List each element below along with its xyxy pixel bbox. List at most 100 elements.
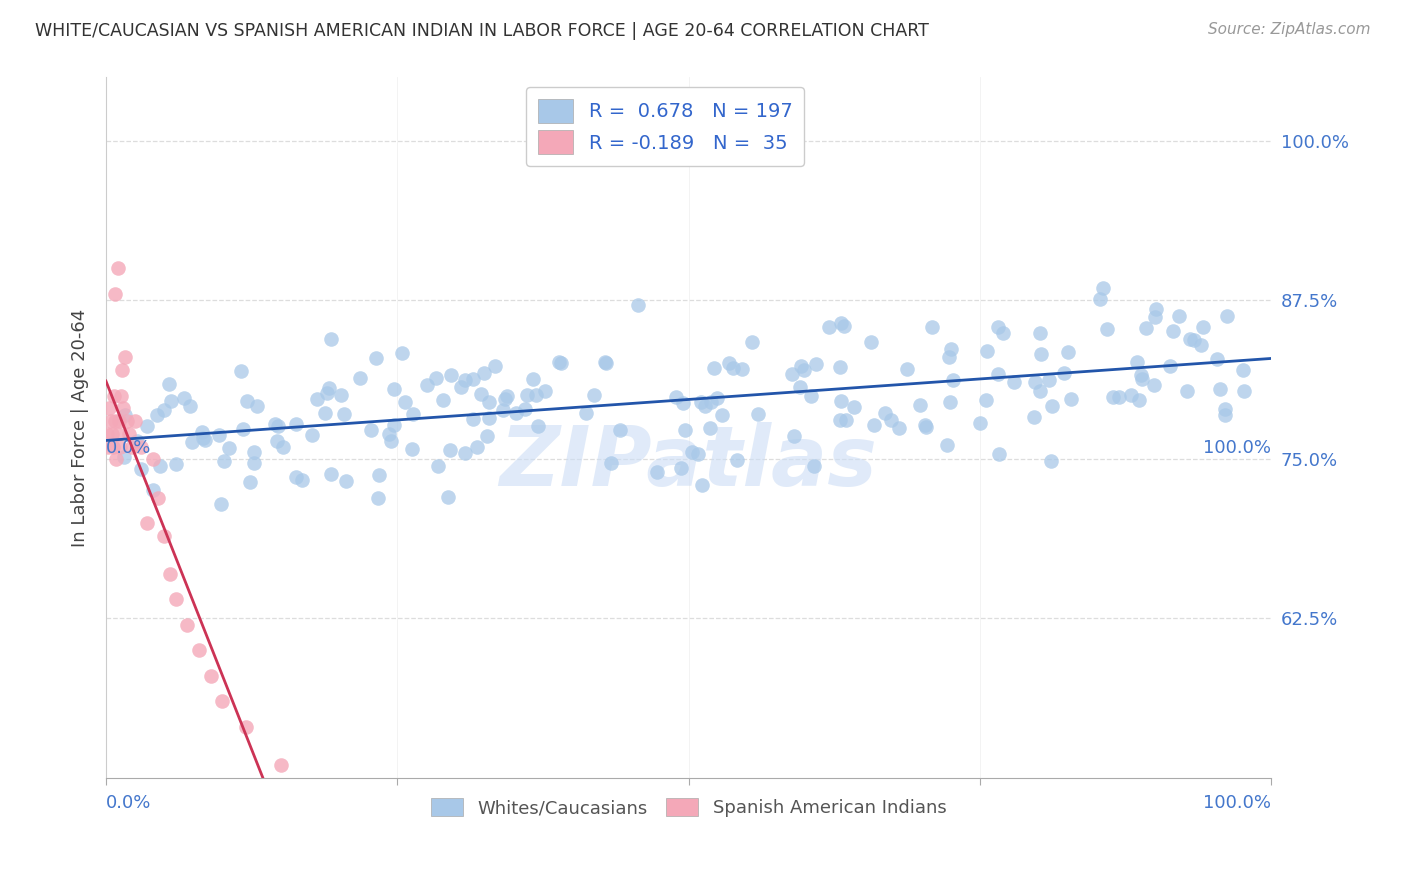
Point — [104, 286, 127, 301]
Point — [188, 643, 211, 657]
Point — [301, 428, 323, 442]
Point — [176, 617, 198, 632]
Point — [1143, 310, 1166, 324]
Point — [699, 421, 721, 435]
Point — [1108, 390, 1130, 404]
Point — [1213, 401, 1236, 416]
Point — [115, 414, 138, 428]
Point — [432, 393, 454, 408]
Point — [194, 434, 217, 448]
Point — [439, 443, 461, 458]
Text: 100.0%: 100.0% — [1204, 439, 1271, 457]
Point — [575, 406, 598, 420]
Point — [1216, 310, 1239, 324]
Point — [270, 757, 292, 772]
Point — [440, 368, 463, 382]
Point — [200, 669, 222, 683]
Point — [671, 461, 693, 475]
Point — [492, 402, 515, 417]
Point — [513, 402, 536, 417]
Point — [1024, 375, 1046, 389]
Point — [1143, 378, 1166, 392]
Point — [1040, 400, 1063, 414]
Point — [1130, 372, 1153, 386]
Point — [180, 435, 202, 450]
Point — [98, 401, 121, 416]
Point — [789, 380, 811, 394]
Point — [142, 483, 165, 498]
Point — [783, 429, 806, 443]
Point — [291, 473, 314, 487]
Point — [1128, 393, 1150, 408]
Text: WHITE/CAUCASIAN VS SPANISH AMERICAN INDIAN IN LABOR FORCE | AGE 20-64 CORRELATIO: WHITE/CAUCASIAN VS SPANISH AMERICAN INDI… — [35, 22, 929, 40]
Point — [1101, 390, 1123, 404]
Point — [1209, 383, 1232, 397]
Point — [987, 367, 1010, 381]
Point — [135, 418, 157, 433]
Point — [689, 395, 711, 409]
Point — [360, 423, 382, 437]
Point — [1028, 384, 1050, 399]
Point — [1057, 345, 1080, 359]
Point — [599, 456, 621, 470]
Point — [1092, 281, 1115, 295]
Point — [367, 467, 389, 482]
Point — [484, 359, 506, 373]
Point — [524, 388, 547, 402]
Point — [149, 459, 172, 474]
Point — [129, 440, 152, 454]
Point — [314, 406, 336, 420]
Point — [107, 261, 129, 276]
Point — [844, 400, 866, 414]
Point — [108, 440, 131, 454]
Point — [938, 350, 960, 364]
Point — [747, 407, 769, 421]
Point — [693, 399, 716, 413]
Point — [935, 438, 957, 452]
Point — [1029, 347, 1052, 361]
Point — [416, 377, 439, 392]
Point — [107, 414, 129, 428]
Point — [461, 412, 484, 426]
Point — [987, 319, 1010, 334]
Point — [211, 694, 233, 708]
Point — [1144, 301, 1167, 316]
Point — [731, 362, 754, 376]
Point — [1053, 366, 1076, 380]
Point — [832, 318, 855, 333]
Point — [1175, 384, 1198, 398]
Point — [921, 320, 943, 334]
Point — [472, 366, 495, 380]
Point — [335, 475, 357, 489]
Point — [235, 720, 257, 734]
Point — [830, 394, 852, 409]
Text: 0.0%: 0.0% — [105, 439, 152, 457]
Point — [1205, 351, 1227, 366]
Point — [105, 452, 128, 467]
Point — [830, 359, 852, 374]
Point — [229, 364, 252, 378]
Point — [380, 434, 402, 449]
Point — [1039, 453, 1062, 467]
Text: ZIPatlas: ZIPatlas — [499, 422, 877, 503]
Point — [470, 387, 492, 401]
Point — [1029, 326, 1052, 340]
Point — [863, 417, 886, 432]
Point — [107, 426, 129, 441]
Point — [465, 440, 488, 454]
Point — [394, 394, 416, 409]
Point — [1038, 373, 1060, 387]
Point — [243, 445, 266, 459]
Point — [1180, 333, 1202, 347]
Point — [818, 319, 841, 334]
Point — [159, 394, 181, 409]
Point — [593, 355, 616, 369]
Point — [1189, 338, 1212, 352]
Point — [496, 389, 519, 403]
Point — [96, 426, 118, 441]
Point — [672, 395, 695, 409]
Point — [165, 457, 187, 471]
Point — [1060, 392, 1083, 406]
Point — [401, 442, 423, 456]
Point — [319, 332, 342, 346]
